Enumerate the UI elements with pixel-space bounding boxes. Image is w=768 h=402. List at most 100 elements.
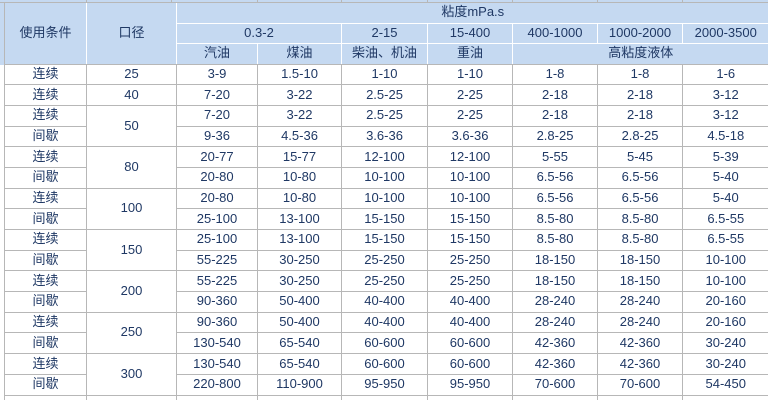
usage-header: 使用条件: [4, 3, 87, 65]
diameter-cell: 50: [86, 105, 177, 148]
usage-cell: 连续: [4, 353, 87, 375]
fluid-type-header: 柴油、机油: [341, 43, 428, 65]
table-row: 间歇 9-36 4.5-36 3.6-36 3.6-36 2.8-25 2.8-…: [4, 126, 768, 148]
flow-cell: 6.5-55: [682, 229, 768, 251]
viscosity-range-header: 400-1000: [512, 23, 598, 44]
flow-cell: 2-18: [512, 84, 598, 106]
flow-cell: 25-250: [427, 250, 513, 272]
usage-cell: 连续: [4, 64, 87, 86]
flow-cell: 18-150: [597, 270, 683, 293]
flow-cell: 15-150: [341, 229, 428, 251]
diameter-cell: 300: [86, 353, 177, 396]
flow-cell: 10-100: [341, 188, 428, 210]
flow-cell: 5-40: [682, 167, 768, 189]
table-row: 间歇 130-540 65-540 60-600 60-600 42-360 4…: [4, 332, 768, 355]
diameter-cell: 200: [86, 270, 177, 313]
table-row: 连续 80 20-77 15-77 12-100 12-100 5-55 5-4…: [4, 146, 768, 189]
flow-cell: 55-225: [176, 250, 258, 272]
flow-cell: 5-39: [682, 146, 768, 168]
table-row: 间歇 20-80 10-80 10-100 10-100 6.5-56 6.5-…: [4, 167, 768, 189]
fluid-type-header: 煤油: [257, 43, 342, 65]
diameter-cell: 100: [86, 188, 177, 231]
flow-cell: 15-150: [341, 208, 428, 230]
usage-cell: 间歇: [4, 291, 87, 313]
grid-tick: [597, 0, 598, 2]
cutoff-row-cell: [176, 395, 258, 400]
flow-cell: 110-900: [257, 374, 342, 396]
flow-cell: 1-10: [427, 64, 513, 86]
flow-cell: 3-22: [257, 84, 342, 106]
flow-cell: 2.8-25: [597, 126, 683, 148]
flow-cell: 4.5-18: [682, 126, 768, 148]
flow-cell: 90-360: [176, 291, 258, 313]
table-row: 连续 200 55-225 30-250 25-250 25-250 18-15…: [4, 270, 768, 313]
usage-cell: 间歇: [4, 126, 87, 148]
flow-cell: 2.8-25: [512, 126, 598, 148]
usage-cell: 间歇: [4, 374, 87, 396]
flow-cell: 95-950: [427, 374, 513, 396]
flow-cell: 15-150: [427, 229, 513, 251]
flow-cell: 8.5-80: [512, 229, 598, 251]
flow-cell: 5-40: [682, 188, 768, 210]
flow-cell: 3-12: [682, 105, 768, 127]
flow-cell: 42-360: [597, 332, 683, 355]
flow-cell: 60-600: [341, 332, 428, 355]
flow-cell: 28-240: [512, 312, 598, 334]
flow-cell: 28-240: [512, 291, 598, 313]
diameter-cell: 250: [86, 312, 177, 355]
flow-cell: 2.5-25: [341, 105, 428, 127]
flow-cell: 40-400: [427, 291, 513, 313]
flow-cell: 3-22: [257, 105, 342, 127]
usage-cell: 连续: [4, 188, 87, 210]
flow-cell: 10-80: [257, 167, 342, 189]
flow-cell: 5-45: [597, 146, 683, 168]
usage-cell: 连续: [4, 229, 87, 251]
flow-cell: 10-100: [427, 188, 513, 210]
flow-cell: 3-9: [176, 64, 258, 86]
flow-cell: 60-600: [427, 353, 513, 375]
usage-cell: 间歇: [4, 167, 87, 189]
flow-cell: 30-240: [682, 332, 768, 355]
flow-cell: 28-240: [597, 291, 683, 313]
viscosity-range-header: 2000-3500: [682, 23, 768, 44]
viscosity-range-header: 2-15: [341, 23, 428, 44]
flow-cell: 55-225: [176, 270, 258, 293]
flow-cell: 60-600: [341, 353, 428, 375]
flow-cell: 40-400: [341, 291, 428, 313]
flow-cell: 8.5-80: [597, 229, 683, 251]
fluid-type-header: 高粘度液体: [512, 43, 768, 65]
usage-cell: 连续: [4, 105, 87, 127]
diameter-cell: 80: [86, 146, 177, 189]
cutoff-row-cell: [427, 395, 513, 400]
flow-cell: 6.5-56: [512, 188, 598, 210]
grid-tick: [86, 0, 87, 2]
flow-cell: 6.5-55: [682, 208, 768, 230]
flow-cell: 42-360: [512, 332, 598, 355]
flow-cell: 25-250: [427, 270, 513, 293]
flow-cell: 1-8: [512, 64, 598, 86]
table-row: 间歇 90-360 50-400 40-400 40-400 28-240 28…: [4, 291, 768, 313]
flow-cell: 10-100: [682, 250, 768, 272]
flow-cell: 70-600: [512, 374, 598, 396]
cutoff-row-cell: [512, 395, 598, 400]
cutoff-column-left: [0, 3, 4, 402]
table-row: 连续 300 130-540 65-540 60-600 60-600 42-3…: [4, 353, 768, 396]
flow-cell: 20-160: [682, 291, 768, 313]
flow-cell: 65-540: [257, 332, 342, 355]
flow-cell: 25-250: [341, 270, 428, 293]
flow-cell: 65-540: [257, 353, 342, 375]
diameter-cell: 150: [86, 229, 177, 272]
cutoff-row-top: [0, 0, 768, 3]
table-row: 连续 250 90-360 50-400 40-400 40-400 28-24…: [4, 312, 768, 355]
viscosity-header: 粘度mPa.s: [176, 3, 768, 24]
flow-cell: 20-80: [176, 167, 258, 189]
table-row: 连续 50 7-20 3-22 2.5-25 2-25 2-18 2-18 3-…: [4, 105, 768, 148]
flow-cell: 8.5-80: [597, 208, 683, 230]
flow-cell: 50-400: [257, 291, 342, 313]
flow-cell: 7-20: [176, 84, 258, 106]
usage-cell: 连续: [4, 312, 87, 334]
flow-cell: 6.5-56: [512, 167, 598, 189]
usage-cell: 间歇: [4, 250, 87, 272]
usage-cell: 间歇: [4, 208, 87, 230]
viscosity-range-header: 0.3-2: [176, 23, 342, 44]
